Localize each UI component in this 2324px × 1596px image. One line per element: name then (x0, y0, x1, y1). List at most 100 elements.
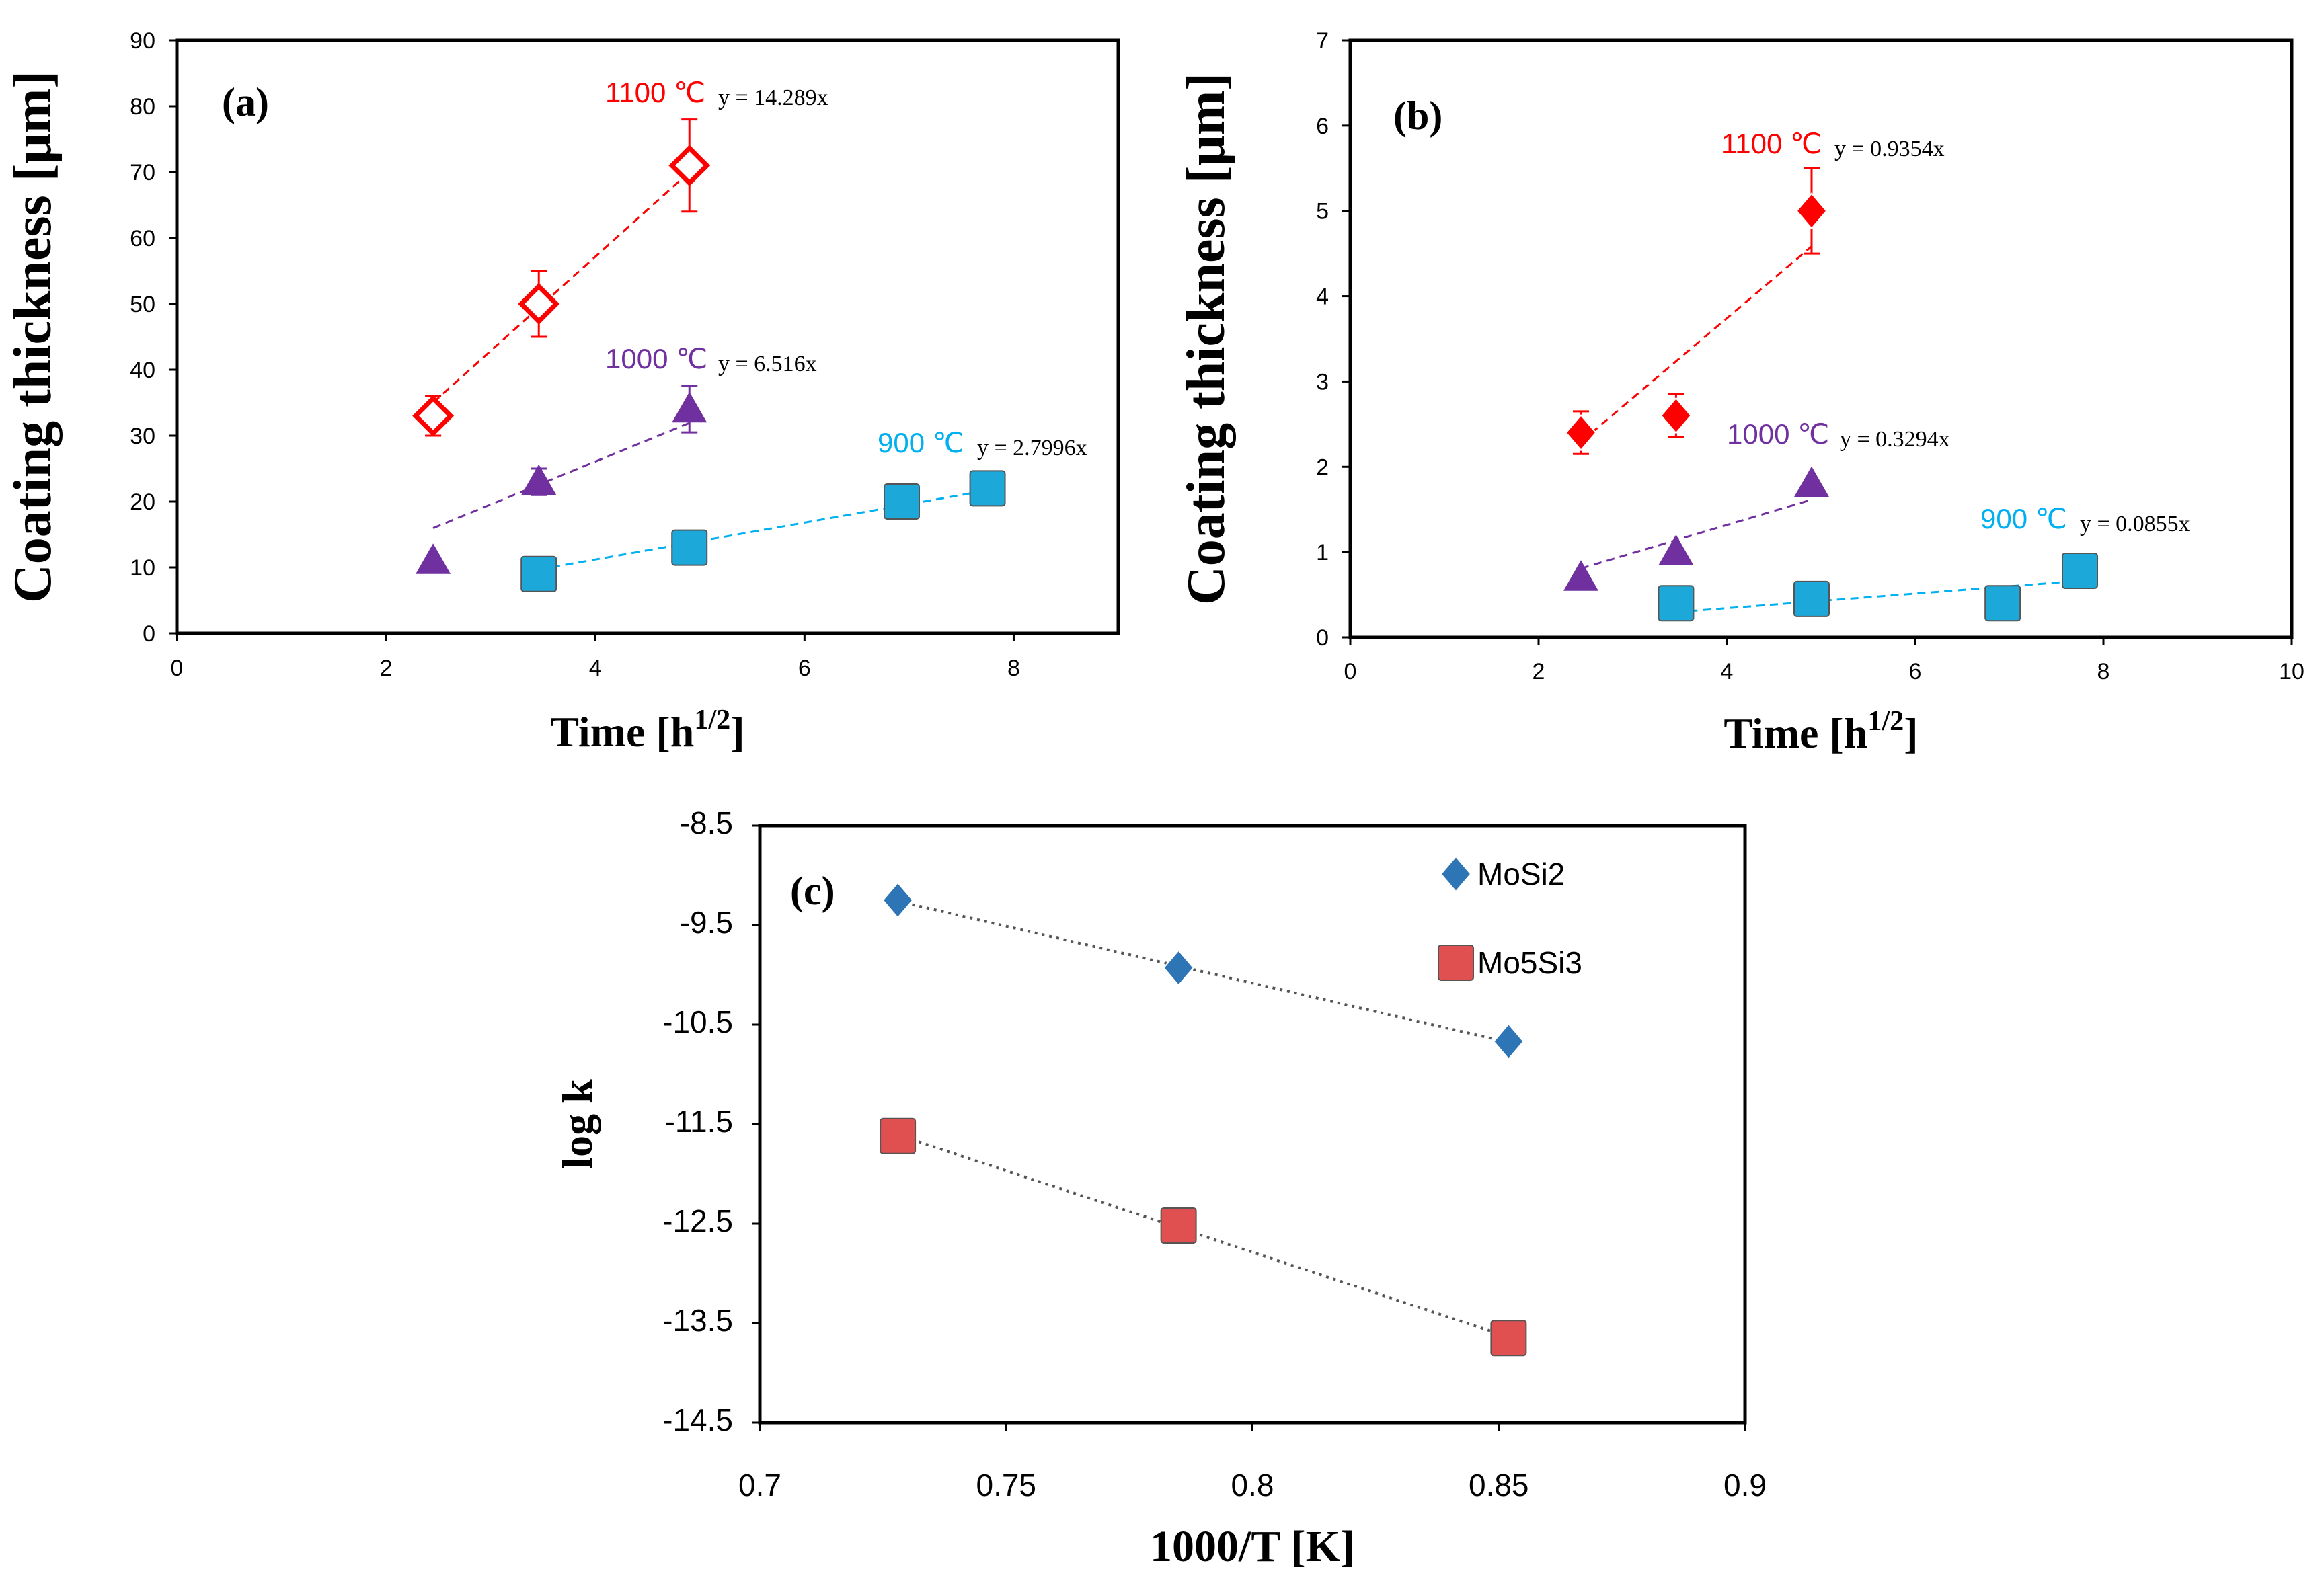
legend-label: MoSi2 (1477, 856, 1565, 891)
panel-label: (c) (790, 869, 835, 913)
y-tick-label: 20 (130, 489, 155, 515)
data-point (1492, 1023, 1524, 1060)
y-tick-label: 0 (1316, 625, 1329, 651)
y-tick-label: 1 (1316, 540, 1329, 565)
legend-marker (1440, 855, 1472, 893)
plot-frame (758, 824, 1747, 1425)
y-tick-label: -9.5 (680, 905, 733, 940)
data-point (1160, 1207, 1197, 1244)
x-tick-label: 4 (589, 655, 602, 681)
trendline (897, 900, 1509, 1044)
data-point (672, 391, 707, 423)
x-tick-label: 6 (798, 655, 811, 681)
series-2: 900 ℃ y = 0.0855x (1658, 503, 2190, 622)
series-1 (880, 1117, 1527, 1357)
panel-c-chart: -8.5 -9.5 -10.5 -11.5 -12.5 -13.5 -14.50.7 0.75… (553, 805, 1767, 1571)
x-tick-label: 4 (1721, 659, 1734, 684)
panel-label: (b) (1393, 93, 1442, 138)
panel-b-chart: 0 1 2 3 4 5 6 7 0 2 4 6 8 10 (b) Coating thickness [μm]… (1177, 28, 2304, 757)
series-name-label: 1100 ℃ (1721, 128, 1822, 159)
data-point (412, 395, 455, 437)
trendline (432, 171, 691, 404)
series-name-label: 1000 ℃ (1727, 418, 1829, 450)
x-axis-label-main: Time [h (550, 708, 694, 756)
x-tick-label: 2 (380, 655, 393, 681)
y-axis-label: Coating thickness [μm] (1177, 73, 1236, 605)
plot-frame (175, 38, 1120, 635)
y-axis-label: Coating thickness [μm] (3, 71, 63, 603)
data-point (1658, 585, 1695, 622)
series-name-label: 900 ℃ (878, 427, 964, 458)
data-point (1163, 949, 1195, 987)
y-tick-label: 4 (1316, 284, 1329, 310)
data-point (1795, 192, 1828, 230)
data-point (884, 483, 920, 520)
x-tick-label: 0.7 (738, 1468, 781, 1503)
y-tick-label: -14.5 (662, 1402, 733, 1437)
data-point (880, 1117, 917, 1154)
y-tick-label: -13.5 (662, 1303, 733, 1338)
x-tick-label: 10 (2279, 659, 2304, 684)
legend-marker (1438, 945, 1474, 981)
x-tick-label: 0 (1344, 659, 1357, 684)
y-tick-label: 3 (1316, 369, 1329, 395)
x-tick-label: 0 (171, 655, 184, 681)
legend-label: Mo5Si3 (1477, 945, 1582, 980)
data-point (1984, 585, 2021, 622)
series-2: 900 ℃ y = 2.7996x (520, 427, 1087, 592)
series-name-label: 1100 ℃ (605, 77, 705, 108)
panel-a-chart: 0 10 20 30 40 50 60 70 80 90 0 2 4 6 8 (a) Coating thick… (3, 28, 1120, 756)
series-equation-label: y = 0.3294x (1840, 427, 1950, 452)
x-axis-label-end: ] (1904, 709, 1918, 757)
data-point (882, 881, 914, 919)
series-1: 1000 ℃ y = 6.516x (416, 343, 817, 574)
data-point (969, 470, 1006, 507)
x-axis-label: Time [h1/2] (550, 704, 744, 756)
data-point (520, 555, 557, 592)
data-point (1565, 413, 1597, 452)
x-tick-label: 0.85 (1469, 1468, 1529, 1503)
y-tick-label: 10 (130, 555, 155, 581)
series-equation-label: y = 0.9354x (1834, 136, 1945, 161)
x-axis-label-main: Time [h (1723, 709, 1867, 757)
x-tick-label: 2 (1533, 659, 1545, 684)
y-tick-label: -11.5 (665, 1104, 733, 1139)
series-1: 1000 ℃ y = 0.3294x (1563, 418, 1950, 591)
x-tick-label: 0.9 (1723, 1468, 1767, 1503)
x-tick-label: 0.75 (976, 1468, 1036, 1503)
data-point (1660, 397, 1692, 434)
y-tick-label: 40 (130, 358, 155, 383)
plot-frame (1348, 38, 2294, 639)
trendline (432, 422, 690, 529)
y-tick-label: 0 (143, 621, 155, 647)
y-tick-label: 7 (1316, 28, 1329, 54)
x-tick-label: 0.8 (1231, 1468, 1274, 1503)
series-name-label: 1000 ℃ (605, 343, 707, 374)
y-tick-label: 6 (1316, 114, 1329, 139)
series-0: 1100 ℃ y = 0.9354x (1565, 128, 1945, 455)
x-tick-label: 8 (1007, 655, 1020, 681)
y-tick-label: -12.5 (662, 1203, 733, 1238)
y-tick-label: 2 (1316, 454, 1329, 480)
series-0: 1100 ℃ y = 14.289x (412, 77, 828, 437)
data-point (1794, 466, 1829, 497)
data-point (416, 543, 451, 574)
y-tick-label: 70 (130, 160, 155, 186)
data-point (1490, 1320, 1527, 1357)
x-axis-label-end: ] (730, 708, 744, 756)
data-point (521, 464, 557, 495)
series-equation-label: y = 0.0855x (2080, 512, 2190, 536)
y-tick-label: -10.5 (662, 1004, 733, 1039)
panel-label: (a) (222, 80, 269, 124)
y-tick-label: 80 (130, 94, 155, 120)
x-tick-label: 8 (2097, 659, 2110, 684)
x-axis-label: 1000/T [K] (1150, 1522, 1355, 1571)
x-axis-label-sup: 1/2 (1867, 705, 1904, 737)
series-name-label: 900 ℃ (1980, 503, 2067, 534)
y-tick-label: 90 (130, 28, 155, 54)
series-equation-label: y = 2.7996x (977, 436, 1087, 461)
data-point (1658, 534, 1694, 565)
y-tick-label: 60 (130, 226, 155, 251)
data-point (1793, 580, 1830, 617)
